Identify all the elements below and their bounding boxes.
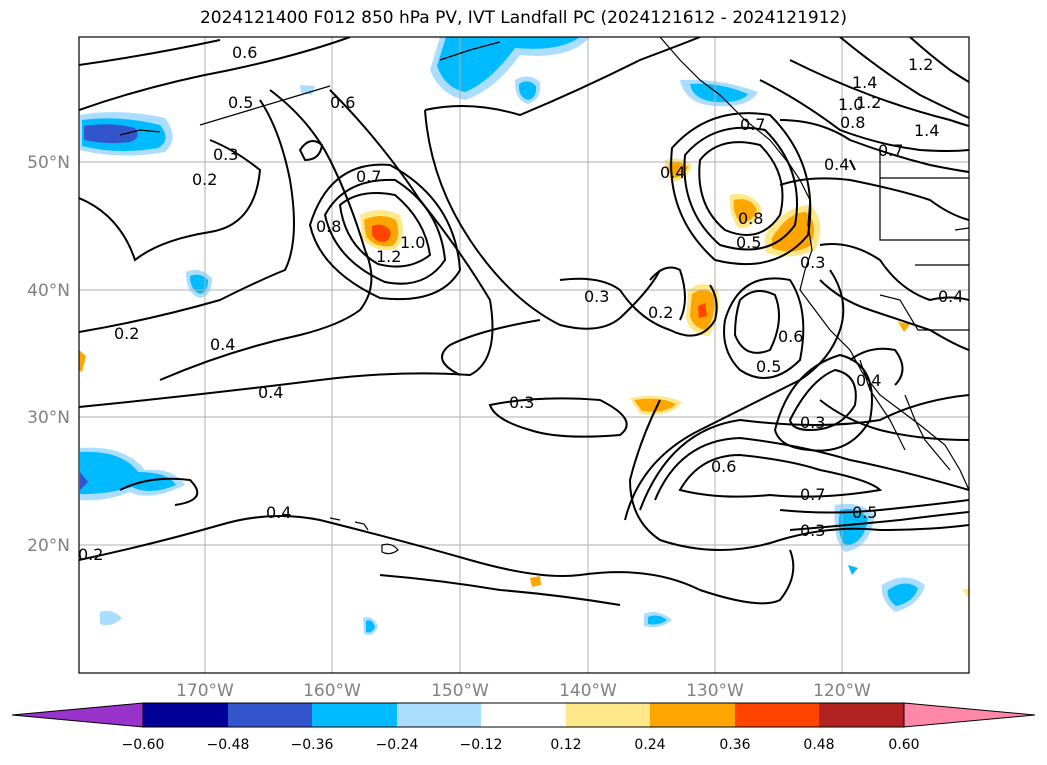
contour-label: 0.8	[738, 209, 763, 228]
contour-label: 1.2	[908, 55, 933, 74]
contour-label: 0.5	[756, 357, 781, 376]
contour-label: 0.4	[938, 287, 963, 306]
contour-label: 0.6	[778, 327, 803, 346]
contour-label: 0.2	[78, 545, 103, 564]
contour-label: 0.3	[800, 521, 825, 540]
pv-contours	[79, 37, 969, 606]
contour-label: 0.7	[740, 115, 765, 134]
contour-label: 1.2	[856, 93, 881, 112]
lon-label: 160°W	[303, 681, 361, 701]
contour-label: 1.4	[914, 121, 939, 140]
contour-label: 0.4	[660, 163, 685, 182]
colorbar-swatch	[735, 703, 819, 727]
lat-label: 20°N	[27, 536, 70, 556]
contour-label: 0.3	[800, 413, 825, 432]
lon-label: 150°W	[431, 681, 489, 701]
lat-label: 40°N	[27, 281, 70, 301]
contour-label: 0.3	[509, 393, 534, 412]
contour-label: 0.5	[852, 503, 877, 522]
contour-label: 0.2	[648, 303, 673, 322]
contour-label: 0.7	[878, 141, 903, 160]
colorbar-tick: −0.48	[207, 737, 250, 753]
contour-label: 0.4	[266, 503, 291, 522]
colorbar-tick: 0.12	[550, 737, 581, 753]
colorbar-swatch	[312, 703, 397, 727]
colorbar-extend-max	[903, 702, 1036, 728]
contour-label: 0.4	[824, 155, 849, 174]
colorbar-tick: 0.48	[803, 737, 834, 753]
colorbar-tick: −0.12	[460, 737, 503, 753]
plot-frame	[78, 36, 970, 674]
contour-label: 0.5	[228, 93, 253, 112]
contour-label: 1.2	[376, 247, 401, 266]
contour-label: 0.3	[213, 145, 238, 164]
contour-label: 0.7	[356, 167, 381, 186]
shaded-field	[79, 37, 969, 635]
colorbar-tick: 0.24	[634, 737, 665, 753]
contour-label: 0.4	[856, 371, 881, 390]
lon-label: 140°W	[559, 681, 617, 701]
colorbar-tick: 0.60	[888, 737, 919, 753]
contour-label: 1.0	[838, 95, 863, 114]
contour-label: 0.4	[258, 383, 283, 402]
contour-label: 0.7	[800, 485, 825, 504]
colorbar-tick: −0.36	[291, 737, 334, 753]
contour-labels: 0.6 0.5 0.3 0.2 0.6 0.7 0.8 1.2 1.0 0.2 …	[78, 43, 963, 564]
contour-label: 0.2	[114, 324, 139, 343]
figure-title: 2024121400 F012 850 hPa PV, IVT Landfall…	[199, 8, 847, 28]
contour-label: 0.6	[232, 43, 257, 62]
lon-label: 170°W	[176, 681, 234, 701]
contour-label: 0.5	[736, 233, 761, 252]
colorbar-extend-min	[11, 702, 144, 728]
colorbar-swatch	[819, 703, 904, 727]
colorbar-swatch	[228, 703, 312, 727]
colorbar-tick: −0.24	[376, 737, 419, 753]
lat-label: 50°N	[27, 153, 70, 173]
colorbar-swatch	[481, 703, 566, 727]
lon-label: 120°W	[813, 681, 871, 701]
colorbar-swatch	[650, 703, 735, 727]
contour-label: 0.6	[711, 457, 736, 476]
colorbar-tick: −0.60	[122, 737, 165, 753]
longitude-labels: 170°W 160°W 150°W 140°W 130°W 120°W	[176, 681, 871, 701]
latitude-labels: 50°N 40°N 30°N 20°N	[27, 153, 70, 556]
colorbar-tick: 0.36	[719, 737, 750, 753]
colorbar-swatch	[143, 703, 228, 727]
contour-label: 0.8	[316, 217, 341, 236]
contour-label: 1.0	[400, 233, 425, 252]
contour-label: 0.6	[330, 93, 355, 112]
contour-label: 0.3	[584, 287, 609, 306]
contour-label: 0.2	[192, 170, 217, 189]
colorbar-swatch	[397, 703, 481, 727]
colorbar: −0.60 −0.48 −0.36 −0.24 −0.12 0.12 0.24 …	[11, 702, 1036, 753]
contour-label: 0.3	[800, 253, 825, 272]
lon-label: 130°W	[686, 681, 744, 701]
contour-label: 1.4	[852, 73, 877, 92]
colorbar-swatch	[566, 703, 650, 727]
contour-label: 0.8	[840, 113, 865, 132]
coastlines	[119, 37, 969, 555]
contour-label: 0.4	[210, 335, 235, 354]
lat-label: 30°N	[27, 408, 70, 428]
gridlines	[79, 37, 969, 673]
